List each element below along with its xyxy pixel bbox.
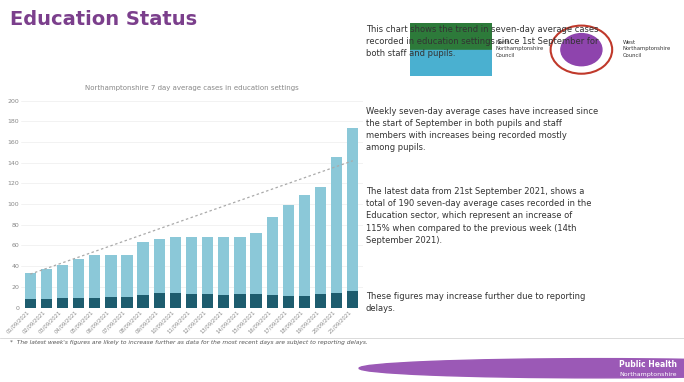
Bar bbox=[73, 298, 84, 308]
Text: West
Northamptonshire
Council: West Northamptonshire Council bbox=[622, 40, 671, 58]
Bar bbox=[234, 294, 246, 308]
Bar bbox=[250, 294, 262, 308]
Bar bbox=[186, 237, 197, 308]
Bar bbox=[282, 205, 294, 308]
Bar bbox=[299, 195, 310, 308]
Bar bbox=[234, 237, 246, 308]
Bar bbox=[347, 128, 358, 308]
Bar bbox=[202, 237, 213, 308]
Bar bbox=[57, 265, 68, 308]
Bar bbox=[57, 298, 68, 308]
Bar bbox=[170, 293, 181, 308]
Bar bbox=[73, 259, 84, 308]
Bar bbox=[121, 255, 133, 308]
Bar bbox=[137, 295, 149, 308]
Text: *  The latest week's figures are likely to increase further as data for the most: * The latest week's figures are likely t… bbox=[10, 340, 368, 345]
Bar bbox=[218, 237, 229, 308]
Bar bbox=[410, 50, 492, 76]
Bar bbox=[299, 296, 310, 308]
Bar bbox=[315, 186, 326, 308]
Bar bbox=[331, 293, 343, 308]
Bar bbox=[25, 299, 36, 308]
Bar bbox=[410, 23, 492, 50]
Bar bbox=[267, 295, 278, 308]
Text: North
Northamptonshire
Council: North Northamptonshire Council bbox=[496, 40, 544, 58]
Bar bbox=[105, 297, 116, 308]
Bar bbox=[267, 217, 278, 308]
Bar bbox=[105, 255, 116, 308]
Text: This chart shows the trend in seven-day average cases
recorded in education sett: This chart shows the trend in seven-day … bbox=[366, 25, 598, 58]
Text: Weekly seven-day average cases have increased since
the start of September in bo: Weekly seven-day average cases have incr… bbox=[366, 107, 598, 152]
Bar bbox=[154, 239, 165, 308]
Text: 14: 14 bbox=[12, 363, 25, 373]
Text: Northamptonshire: Northamptonshire bbox=[619, 372, 676, 377]
Bar bbox=[25, 274, 36, 308]
Bar bbox=[40, 299, 52, 308]
Bar bbox=[170, 237, 181, 308]
Text: The latest data from 21st September 2021, shows a
total of 190 seven-day average: The latest data from 21st September 2021… bbox=[366, 187, 592, 245]
Bar bbox=[40, 269, 52, 308]
Bar bbox=[137, 242, 149, 308]
Bar bbox=[347, 291, 358, 308]
Circle shape bbox=[359, 359, 684, 378]
Text: Public Health: Public Health bbox=[619, 359, 677, 369]
Bar bbox=[186, 294, 197, 308]
Text: Education Status: Education Status bbox=[10, 10, 198, 29]
Bar bbox=[202, 294, 213, 308]
Bar bbox=[315, 294, 326, 308]
Bar bbox=[89, 255, 101, 308]
Bar bbox=[154, 293, 165, 308]
Title: Northamptonshire 7 day average cases in education settings: Northamptonshire 7 day average cases in … bbox=[85, 85, 298, 91]
Bar bbox=[282, 296, 294, 308]
Bar bbox=[218, 295, 229, 308]
Text: These figures may increase further due to reporting
delays.: These figures may increase further due t… bbox=[366, 292, 586, 313]
Circle shape bbox=[561, 34, 602, 66]
Bar bbox=[331, 157, 343, 308]
Bar bbox=[89, 298, 101, 308]
Bar bbox=[250, 233, 262, 308]
Bar bbox=[121, 297, 133, 308]
